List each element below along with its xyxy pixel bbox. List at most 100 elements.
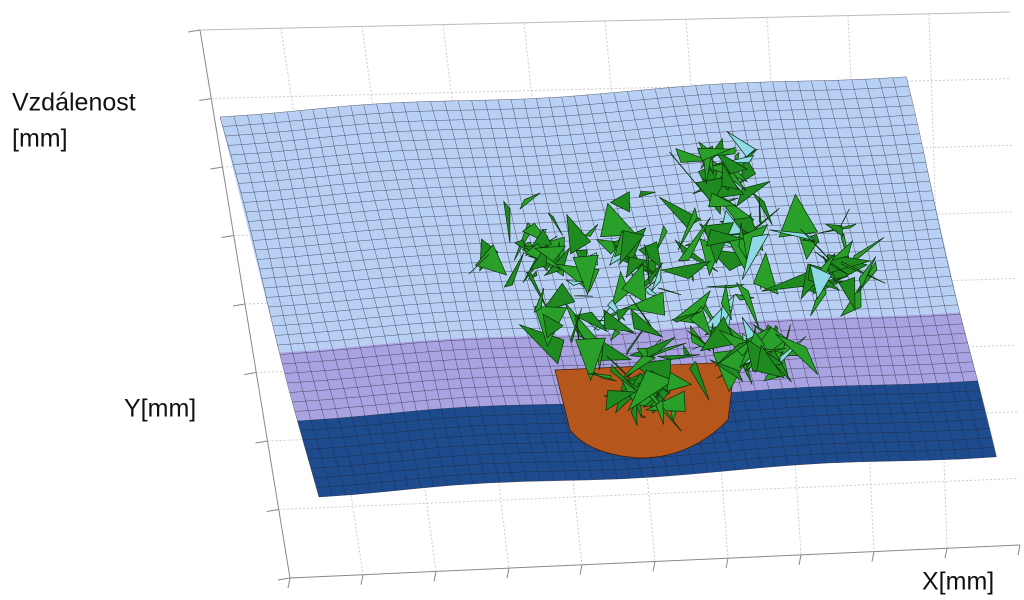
leaf [721,162,740,190]
leaf [814,251,849,275]
mesh-line [270,276,951,317]
z-axis-label: Vzdálenost [12,89,136,117]
leaf [503,252,525,288]
leaf [660,260,712,280]
mesh-line [255,209,936,251]
leaf [830,239,853,262]
z-axis-label: [mm] [12,125,68,153]
leaf [644,243,650,283]
mesh-line [316,447,995,488]
mesh-line [230,114,916,156]
mesh-line [252,200,934,241]
mesh-line [250,190,932,232]
leaf [839,208,850,228]
mesh-line [233,124,918,165]
mesh-line [245,171,928,213]
mesh-line [248,181,930,222]
leaf [573,311,608,332]
tick-mark [433,571,437,582]
leaf [533,287,545,314]
leaf [697,147,731,162]
leaf [540,282,576,313]
mesh-line [222,86,909,127]
leaf [671,311,702,323]
tick-mark [506,568,510,579]
tick-mark [944,548,948,559]
leaf [603,309,635,333]
leaf [573,295,593,297]
leaf [669,151,707,196]
leaf [736,181,771,207]
leaf [651,263,662,292]
x-axis-label: X[mm] [922,568,994,596]
leaf [519,324,565,365]
leaf [627,369,675,412]
tick-mark [1017,544,1021,556]
leaf [575,337,606,382]
leaf [620,355,657,380]
leaf [800,228,832,263]
tick-mark [360,574,364,585]
leaf [547,212,564,236]
leaf [572,254,599,296]
y-axis-label: Y[mm] [124,395,196,423]
grid-line [278,477,1019,510]
leaf [714,149,748,175]
leaf [714,341,750,367]
plant-mesh [468,131,886,459]
tick-mark [232,303,246,307]
leaf [610,364,639,393]
mesh-line [241,152,924,194]
mesh-line [243,162,926,203]
tick-mark [266,509,279,512]
leaf [726,163,747,192]
leaf [689,360,710,401]
leaf [625,256,647,279]
mesh-line [282,323,963,365]
tick-mark [652,561,656,572]
tick-mark [255,440,268,444]
tick-mark [199,98,212,101]
mesh-line [318,456,997,498]
leaf [666,371,693,392]
mesh-line [279,314,961,355]
tick-mark [187,29,201,33]
leaf [474,243,508,276]
mesh-line [313,437,993,479]
mesh-line [264,247,945,289]
tick-mark [579,564,583,575]
mesh-line [235,133,920,175]
tick-mark [871,551,875,562]
pot [554,361,736,459]
tick-mark [221,235,234,238]
leaf [533,245,567,263]
tick-mark [277,577,291,581]
leaf [657,287,682,296]
leaf [566,213,592,255]
tick-mark [287,577,291,589]
leaf [570,308,582,344]
mesh-line [228,105,914,146]
leaf [709,359,744,383]
leaf [609,191,630,213]
mesh-line [225,95,912,137]
leaf [721,284,732,321]
tick-mark [244,372,257,375]
leaf [605,389,637,412]
leaf [641,342,687,361]
leaf [726,131,756,158]
leaf [677,216,711,261]
leaf [468,253,490,275]
leaf [611,270,630,308]
tick-mark [798,554,802,565]
leaf [638,190,656,198]
leaf [672,289,712,324]
mesh-line [257,219,938,260]
leaf [824,223,844,238]
leaf [699,316,737,352]
mesh-line [287,342,968,384]
leaf [708,192,738,208]
leaf [677,206,698,251]
leaf [624,291,666,316]
